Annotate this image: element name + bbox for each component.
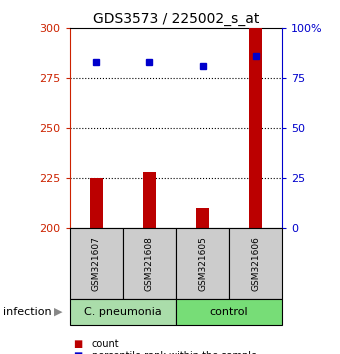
- Text: GSM321608: GSM321608: [145, 236, 154, 291]
- Text: GSM321605: GSM321605: [198, 236, 207, 291]
- Title: GDS3573 / 225002_s_at: GDS3573 / 225002_s_at: [93, 12, 259, 26]
- Text: percentile rank within the sample: percentile rank within the sample: [92, 352, 257, 354]
- Bar: [196, 208, 209, 228]
- Text: ▶: ▶: [54, 307, 62, 317]
- Text: ■: ■: [73, 352, 82, 354]
- Text: count: count: [92, 339, 119, 349]
- Text: infection: infection: [3, 307, 52, 317]
- Bar: [90, 178, 103, 228]
- Bar: [249, 28, 262, 228]
- Text: control: control: [210, 307, 249, 317]
- Text: C. pneumonia: C. pneumonia: [84, 307, 162, 317]
- Bar: [143, 172, 156, 228]
- Text: GSM321607: GSM321607: [92, 236, 101, 291]
- Text: ■: ■: [73, 339, 82, 349]
- Text: GSM321606: GSM321606: [251, 236, 260, 291]
